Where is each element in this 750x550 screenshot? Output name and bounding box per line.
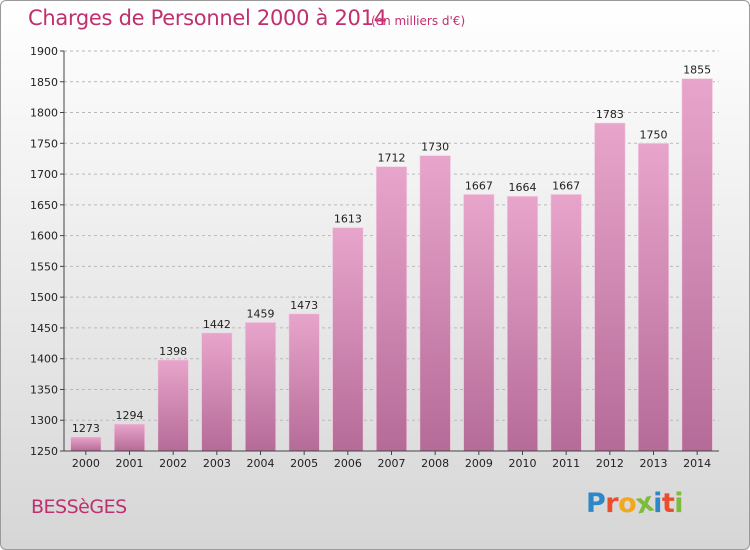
- y-tick-label: 1600: [30, 230, 58, 243]
- bar: [463, 194, 495, 452]
- x-tick-label: 2011: [552, 457, 580, 470]
- unit-note: (en milliers d'€): [371, 14, 466, 28]
- y-tick-label: 1700: [30, 168, 58, 181]
- y-axis: 1250 1300 1350 1400 1450 1500 1550 1600 1650 1700…: [30, 45, 65, 458]
- data-label: 1855: [683, 64, 711, 77]
- x-tick-label: 2014: [683, 457, 711, 470]
- bar: [157, 359, 189, 452]
- bar: [288, 313, 320, 452]
- x-axis: 2000 2001 2002 2003 2004 2005 2006 2007 2008 2009…: [64, 450, 719, 470]
- bar: [594, 122, 626, 452]
- data-label: 1667: [552, 179, 580, 192]
- bars: [70, 78, 713, 452]
- x-tick-label: 2012: [596, 457, 624, 470]
- data-label: 1712: [378, 152, 406, 165]
- y-tick-label: 1400: [30, 353, 58, 366]
- logo-letter: P: [586, 488, 606, 519]
- x-tick-label: 2013: [640, 457, 668, 470]
- data-label: 1750: [640, 128, 668, 141]
- data-label: 1730: [421, 141, 449, 154]
- y-tick-label: 1900: [30, 45, 58, 58]
- x-tick-label: 2008: [421, 457, 449, 470]
- data-label: 1613: [334, 213, 362, 226]
- bar: [113, 423, 146, 452]
- bar: [201, 332, 233, 452]
- data-label: 1473: [290, 299, 318, 312]
- y-tick-label: 1500: [30, 291, 58, 304]
- x-tick-label: 2003: [203, 457, 231, 470]
- data-label: 1442: [203, 318, 231, 331]
- y-tick-label: 1850: [30, 76, 58, 89]
- bar: [375, 166, 408, 452]
- bar: [419, 155, 451, 452]
- x-tick-label: 2009: [465, 457, 493, 470]
- data-label: 1294: [116, 409, 144, 422]
- y-tick-label: 1300: [30, 414, 58, 427]
- y-tick-label: 1750: [30, 137, 58, 150]
- data-label: 1273: [72, 422, 100, 435]
- x-tick-label: 2000: [72, 457, 100, 470]
- y-tick-label: 1650: [30, 199, 58, 212]
- bar: [70, 436, 102, 452]
- x-tick-label: 2006: [334, 457, 362, 470]
- bar: [332, 227, 364, 452]
- proxiti-logo: Proxiti: [586, 487, 684, 521]
- data-label: 1664: [509, 181, 537, 194]
- logo-letter: i: [653, 488, 662, 519]
- logo-letter: o: [618, 488, 637, 519]
- bar: [506, 195, 539, 452]
- x-tick-label: 2002: [159, 457, 187, 470]
- logo-letter: i: [674, 488, 684, 519]
- bar: [550, 194, 582, 452]
- y-tick-label: 1800: [30, 107, 58, 120]
- logo-letter: t: [661, 488, 675, 519]
- data-label: 1459: [247, 307, 275, 320]
- x-tick-label: 2004: [247, 457, 275, 470]
- x-tick-label: 2007: [378, 457, 406, 470]
- bar: [244, 322, 277, 452]
- data-label: 1398: [159, 345, 187, 358]
- data-label: 1783: [596, 108, 624, 121]
- bar: [681, 78, 713, 452]
- x-tick-label: 2001: [116, 457, 144, 470]
- y-tick-label: 1350: [30, 383, 58, 396]
- town-name: BESSèGES: [31, 496, 127, 518]
- y-tick-label: 1550: [30, 260, 58, 273]
- logo-letter: r: [605, 488, 619, 519]
- x-tick-label: 2010: [509, 457, 537, 470]
- bar: [637, 143, 670, 452]
- data-labels: 1273 1294 1398 1442 1459 1473 1613 1712 1730 1667…: [72, 64, 711, 435]
- y-tick-label: 1450: [30, 322, 58, 335]
- x-tick-label: 2005: [290, 457, 318, 470]
- data-label: 1667: [465, 179, 493, 192]
- chart-title: Charges de Personnel 2000 à 2014: [28, 6, 387, 30]
- y-tick-label: 1250: [30, 445, 58, 458]
